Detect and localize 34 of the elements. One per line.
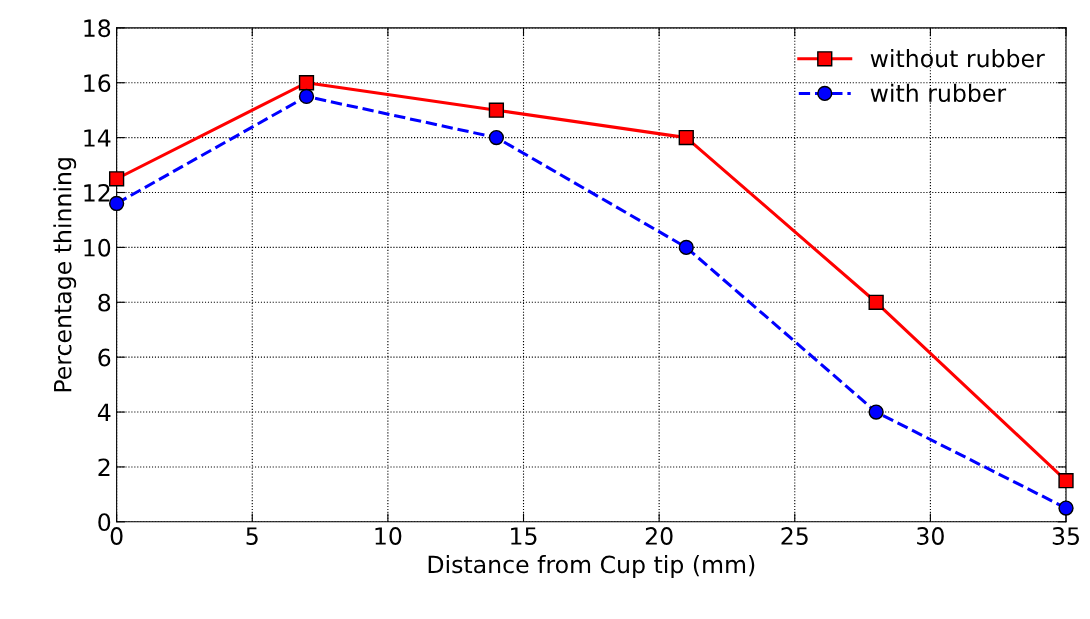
x-tick-label: 5	[246, 527, 258, 545]
y-tick-label: 0	[98, 513, 111, 532]
x-tick-label: 10	[375, 527, 402, 545]
x-tick-label: 25	[781, 527, 808, 545]
y-tick-label: 6	[98, 348, 111, 367]
point	[488, 129, 505, 146]
point	[678, 129, 694, 146]
x-tick-label: 0	[110, 527, 123, 545]
point	[868, 294, 884, 310]
point	[678, 239, 694, 256]
point	[298, 88, 315, 105]
x-tick-label: 30	[917, 527, 944, 545]
point	[108, 171, 125, 187]
legend-label: without rubber	[870, 49, 1045, 68]
x-axis-title: Distance from Cup tip (mm)	[428, 555, 755, 578]
y-tick-label: 4	[97, 403, 111, 422]
y-tick-label: 14	[84, 129, 111, 147]
x-tick-label: 20	[645, 527, 673, 545]
x-tick-label: 15	[511, 527, 537, 545]
y-axis-title: Percentage thinning	[53, 158, 77, 392]
point	[108, 195, 125, 212]
point	[1058, 473, 1074, 489]
y-tick-label: 2	[98, 458, 110, 476]
y-tick-label: 16	[84, 74, 111, 93]
y-tick-label: 8	[98, 293, 111, 312]
point	[1058, 500, 1074, 516]
y-tick-label: 12	[84, 183, 110, 202]
x-tick-label: 35	[1052, 527, 1079, 545]
y-tick-label: 10	[84, 238, 111, 257]
legend-label: with rubber	[870, 83, 1007, 103]
y-tick-label: 18	[84, 19, 111, 38]
point	[298, 75, 315, 91]
point	[868, 404, 884, 420]
point	[488, 102, 505, 118]
